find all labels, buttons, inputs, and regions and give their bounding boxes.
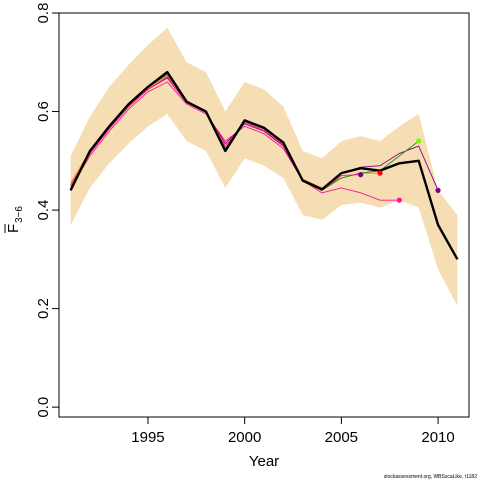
y-axis-title-subscript: 3−6 bbox=[14, 206, 25, 223]
series-lines bbox=[69, 70, 459, 260]
y-tick-label-3: 0.6 bbox=[35, 101, 52, 122]
confidence-band bbox=[70, 27, 458, 307]
y-tick-label-0: 0.0 bbox=[35, 397, 52, 418]
x-tick-label-2005: 2005 bbox=[325, 429, 358, 446]
endpoint-marker-retro2 bbox=[435, 187, 441, 193]
x-tick-label-1995: 1995 bbox=[131, 429, 164, 446]
x-axis: 1995 2000 2005 2010 bbox=[131, 417, 455, 446]
y-tick-label-1: 0.2 bbox=[35, 298, 52, 319]
endpoint-marker-retro4 bbox=[416, 138, 422, 144]
endpoint-marker-retro1 bbox=[396, 197, 402, 203]
endpoint-markers bbox=[358, 138, 441, 203]
plot-frame bbox=[58, 12, 470, 418]
endpoint-marker-retro5 bbox=[358, 172, 364, 178]
y-tick-label-2: 0.4 bbox=[35, 200, 52, 221]
x-axis-title: Year bbox=[249, 453, 279, 470]
confidence-band-area bbox=[70, 27, 458, 307]
endpoint-marker-retro3 bbox=[377, 170, 383, 176]
footer-credit: stockassessment.org, WBSscaLike, r1182 bbox=[384, 474, 477, 480]
x-tick-label-2000: 2000 bbox=[228, 429, 261, 446]
y-axis-title-main: F bbox=[5, 224, 22, 233]
y-tick-label-4: 0.8 bbox=[35, 3, 52, 24]
y-axis: 0.0 0.2 0.4 0.6 0.8 bbox=[35, 3, 59, 418]
series-line-main bbox=[69, 70, 459, 260]
x-tick-label-2010: 2010 bbox=[421, 429, 454, 446]
y-axis-title: F 3−6 bbox=[4, 206, 25, 233]
